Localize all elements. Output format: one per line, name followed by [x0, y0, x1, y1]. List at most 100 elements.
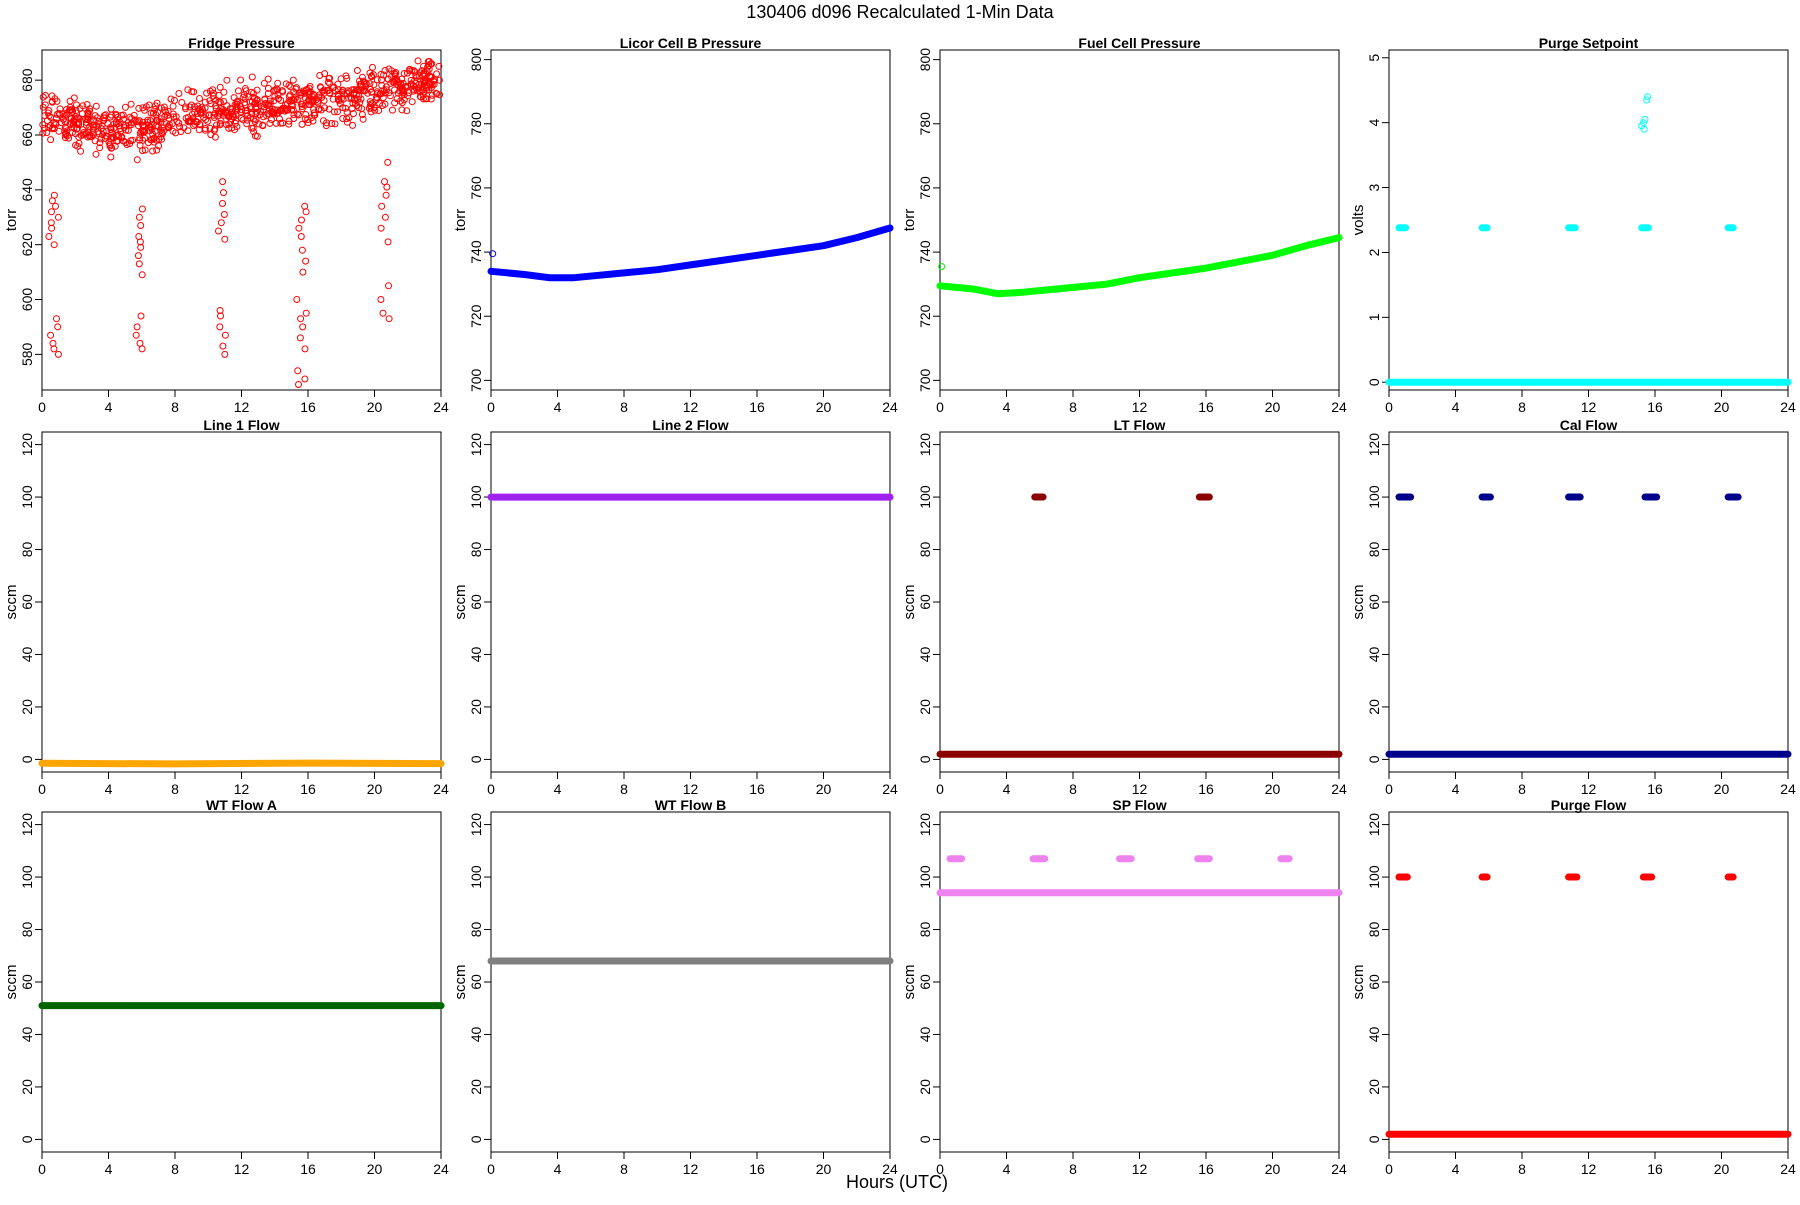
data-point — [384, 75, 392, 83]
y-tick-label: 80 — [1366, 922, 1382, 938]
data-point — [106, 142, 114, 150]
data-points — [1385, 493, 1792, 758]
data-point — [389, 106, 396, 114]
data-point — [302, 309, 310, 317]
plot-frame — [939, 431, 1340, 773]
panel-title: Fridge Pressure — [188, 35, 295, 51]
data-point — [201, 125, 209, 132]
panel-2: Fuel Cell Pressure torr 0 4 8 12 16 20 24 700 720 7… — [901, 35, 1347, 415]
data-point — [381, 213, 389, 221]
plot-frame — [41, 431, 442, 773]
y-tick-label: 100 — [917, 485, 933, 509]
data-point — [343, 118, 351, 126]
data-point — [187, 117, 195, 125]
y-axis-label: sccm — [901, 965, 918, 1000]
data-point — [112, 118, 120, 126]
x-tick-label: 24 — [1331, 781, 1347, 797]
x-tick-label: 12 — [683, 781, 699, 797]
data-point — [248, 124, 256, 132]
data-point — [323, 87, 331, 95]
x-tick-label: 20 — [367, 781, 383, 797]
panel-6: LT Flow sccm 0 4 8 12 16 20 24 0 20 40 60 80 100 120 — [901, 417, 1347, 797]
y-tick-label: 0 — [917, 1135, 933, 1143]
panel-title: Fuel Cell Pressure — [1078, 35, 1200, 51]
data-point — [148, 121, 156, 128]
x-tick-label: 12 — [234, 781, 250, 797]
panel-7: Cal Flow sccm 0 4 8 12 16 20 24 0 20 40 60 80 100 120 — [1350, 417, 1796, 797]
x-tick-label: 24 — [433, 1161, 449, 1177]
x-tick-label: 0 — [1385, 781, 1393, 797]
x-tick-label: 4 — [554, 1161, 562, 1177]
data-point — [432, 89, 440, 97]
data-point — [295, 224, 303, 232]
data-point — [408, 66, 416, 74]
data-point — [265, 101, 273, 109]
data-point — [241, 95, 249, 103]
data-point — [231, 119, 239, 127]
data-point — [52, 202, 59, 210]
data-point — [355, 104, 363, 112]
data-point — [219, 200, 226, 207]
y-tick-label: 0 — [1366, 755, 1382, 763]
data-point — [355, 86, 363, 94]
data-point — [297, 315, 305, 323]
y-tick-label: 80 — [917, 922, 933, 938]
data-point — [139, 118, 147, 126]
y-axis-label: sccm — [1350, 585, 1367, 620]
x-tick-label: 16 — [749, 781, 765, 797]
y-axis-label: volts — [1350, 205, 1367, 236]
plot-frame — [939, 811, 1340, 1153]
data-point — [489, 250, 497, 258]
data-point — [287, 83, 294, 91]
x-tick-label: 0 — [487, 399, 495, 415]
data-point — [358, 111, 366, 118]
data-point — [107, 126, 115, 134]
data-point — [107, 105, 115, 113]
data-point — [301, 202, 309, 210]
x-tick-label: 20 — [1714, 781, 1730, 797]
x-tick-label: 16 — [749, 1161, 765, 1177]
x-tick-label: 4 — [1003, 399, 1011, 415]
data-point — [435, 76, 443, 84]
data-point — [334, 108, 341, 116]
data-point — [182, 114, 190, 122]
y-tick-label: 40 — [1366, 646, 1382, 662]
data-point — [237, 76, 245, 84]
data-points — [936, 234, 1343, 298]
data-point — [136, 141, 144, 149]
data-point — [137, 222, 145, 229]
x-tick-label: 20 — [1714, 399, 1730, 415]
x-tick-label: 20 — [816, 1161, 832, 1177]
data-point — [134, 252, 142, 260]
data-point — [381, 178, 388, 186]
data-point — [219, 342, 227, 350]
data-point — [169, 102, 177, 110]
data-point — [371, 106, 379, 114]
data-points — [39, 57, 444, 388]
data-point — [368, 72, 376, 80]
data-point — [91, 112, 99, 120]
data-point — [220, 189, 227, 197]
x-tick-label: 8 — [620, 781, 628, 797]
y-tick-label: 700 — [917, 368, 933, 392]
data-point — [45, 112, 53, 120]
data-point — [86, 105, 94, 113]
y-tick-label: 120 — [917, 433, 933, 457]
x-tick-label: 0 — [936, 399, 944, 415]
data-point — [96, 139, 104, 147]
data-point — [239, 93, 247, 101]
data-point — [135, 233, 143, 240]
y-tick-label: 40 — [917, 1026, 933, 1042]
data-point — [253, 108, 261, 116]
x-tick-label: 20 — [816, 399, 832, 415]
data-point — [385, 65, 393, 73]
y-axis-label: torr — [452, 209, 469, 232]
x-tick-label: 4 — [105, 399, 113, 415]
data-point — [121, 103, 129, 111]
data-point — [350, 86, 358, 93]
data-point — [136, 339, 144, 347]
data-point — [88, 133, 96, 141]
panel-title: LT Flow — [1114, 417, 1166, 433]
data-point — [90, 116, 97, 124]
data-point — [150, 134, 158, 142]
